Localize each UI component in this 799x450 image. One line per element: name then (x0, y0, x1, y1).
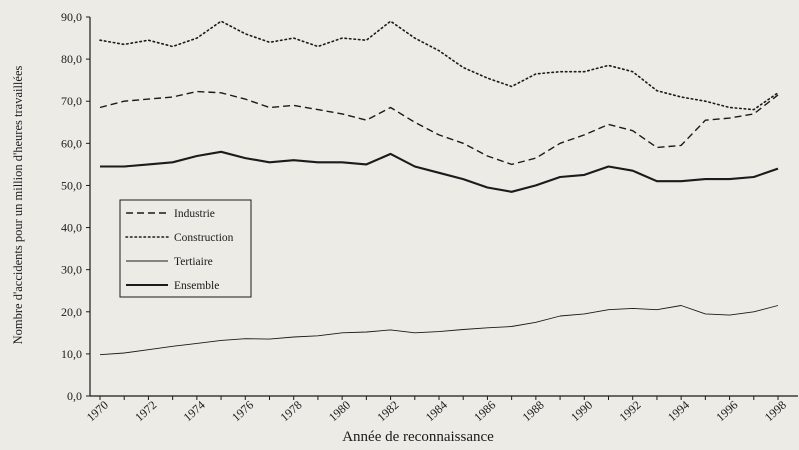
y-tick-label: 90,0 (61, 10, 82, 24)
x-tick-label: 1982 (374, 398, 401, 424)
x-tick-label: 1988 (520, 398, 547, 424)
y-tick-label: 20,0 (61, 305, 82, 319)
x-tick-label: 1970 (84, 398, 111, 424)
legend-label-tertiaire: Tertiaire (174, 256, 213, 268)
x-axis-ticks: 1970 1972 1974 1976 1978 1980 1982 1984 1986 1988… (84, 396, 789, 424)
y-axis-ticks: 0,0 10,0 20,0 30,0 40,0 50,0 60,0 70,0 80,0 90,0 (61, 10, 90, 403)
x-tick-label: 1978 (277, 398, 304, 424)
legend-label-ensemble: Ensemble (174, 280, 219, 292)
y-tick-label: 50,0 (61, 178, 82, 192)
x-tick-label: 1984 (423, 398, 450, 424)
x-tick-label: 1980 (326, 398, 353, 424)
x-tick-label: 1998 (762, 398, 789, 424)
y-tick-label: 70,0 (61, 94, 82, 108)
series-line-construction (99, 20, 779, 111)
y-tick-label: 80,0 (61, 52, 82, 66)
legend-items: Industrie Construction Tertiaire Ensemble (125, 208, 234, 292)
x-tick-label: 1986 (471, 398, 498, 424)
series-line-tertiaire (99, 305, 779, 356)
y-tick-label: 0,0 (67, 389, 82, 403)
x-tick-label: 1972 (132, 398, 159, 424)
x-tick-label: 1992 (616, 398, 643, 424)
legend: Industrie Construction Tertiaire Ensemble (119, 199, 252, 298)
series-lines (99, 20, 779, 356)
y-tick-label: 60,0 (61, 136, 82, 150)
series-line-industrie (99, 90, 779, 166)
legend-label-industrie: Industrie (174, 208, 215, 220)
y-tick-label: 10,0 (61, 347, 82, 361)
series-line-ensemble (100, 150, 779, 193)
x-axis-title: Année de reconnaissance (342, 429, 494, 445)
plot-area: 0,010,020,030,040,050,060,070,080,090,0 … (61, 10, 798, 424)
x-tick-label: 1994 (665, 398, 692, 424)
y-tick-label: 40,0 (61, 221, 82, 235)
y-axis-title: Nombre d'accidents pour un million d'heu… (11, 66, 25, 345)
x-tick-label: 1974 (181, 398, 208, 424)
x-tick-label: 1976 (229, 398, 256, 424)
x-tick-label: 1996 (713, 398, 740, 424)
legend-label-construction: Construction (174, 232, 234, 244)
y-tick-label: 30,0 (61, 263, 82, 277)
x-tick-label: 1990 (568, 398, 595, 424)
legend-box (119, 199, 252, 298)
